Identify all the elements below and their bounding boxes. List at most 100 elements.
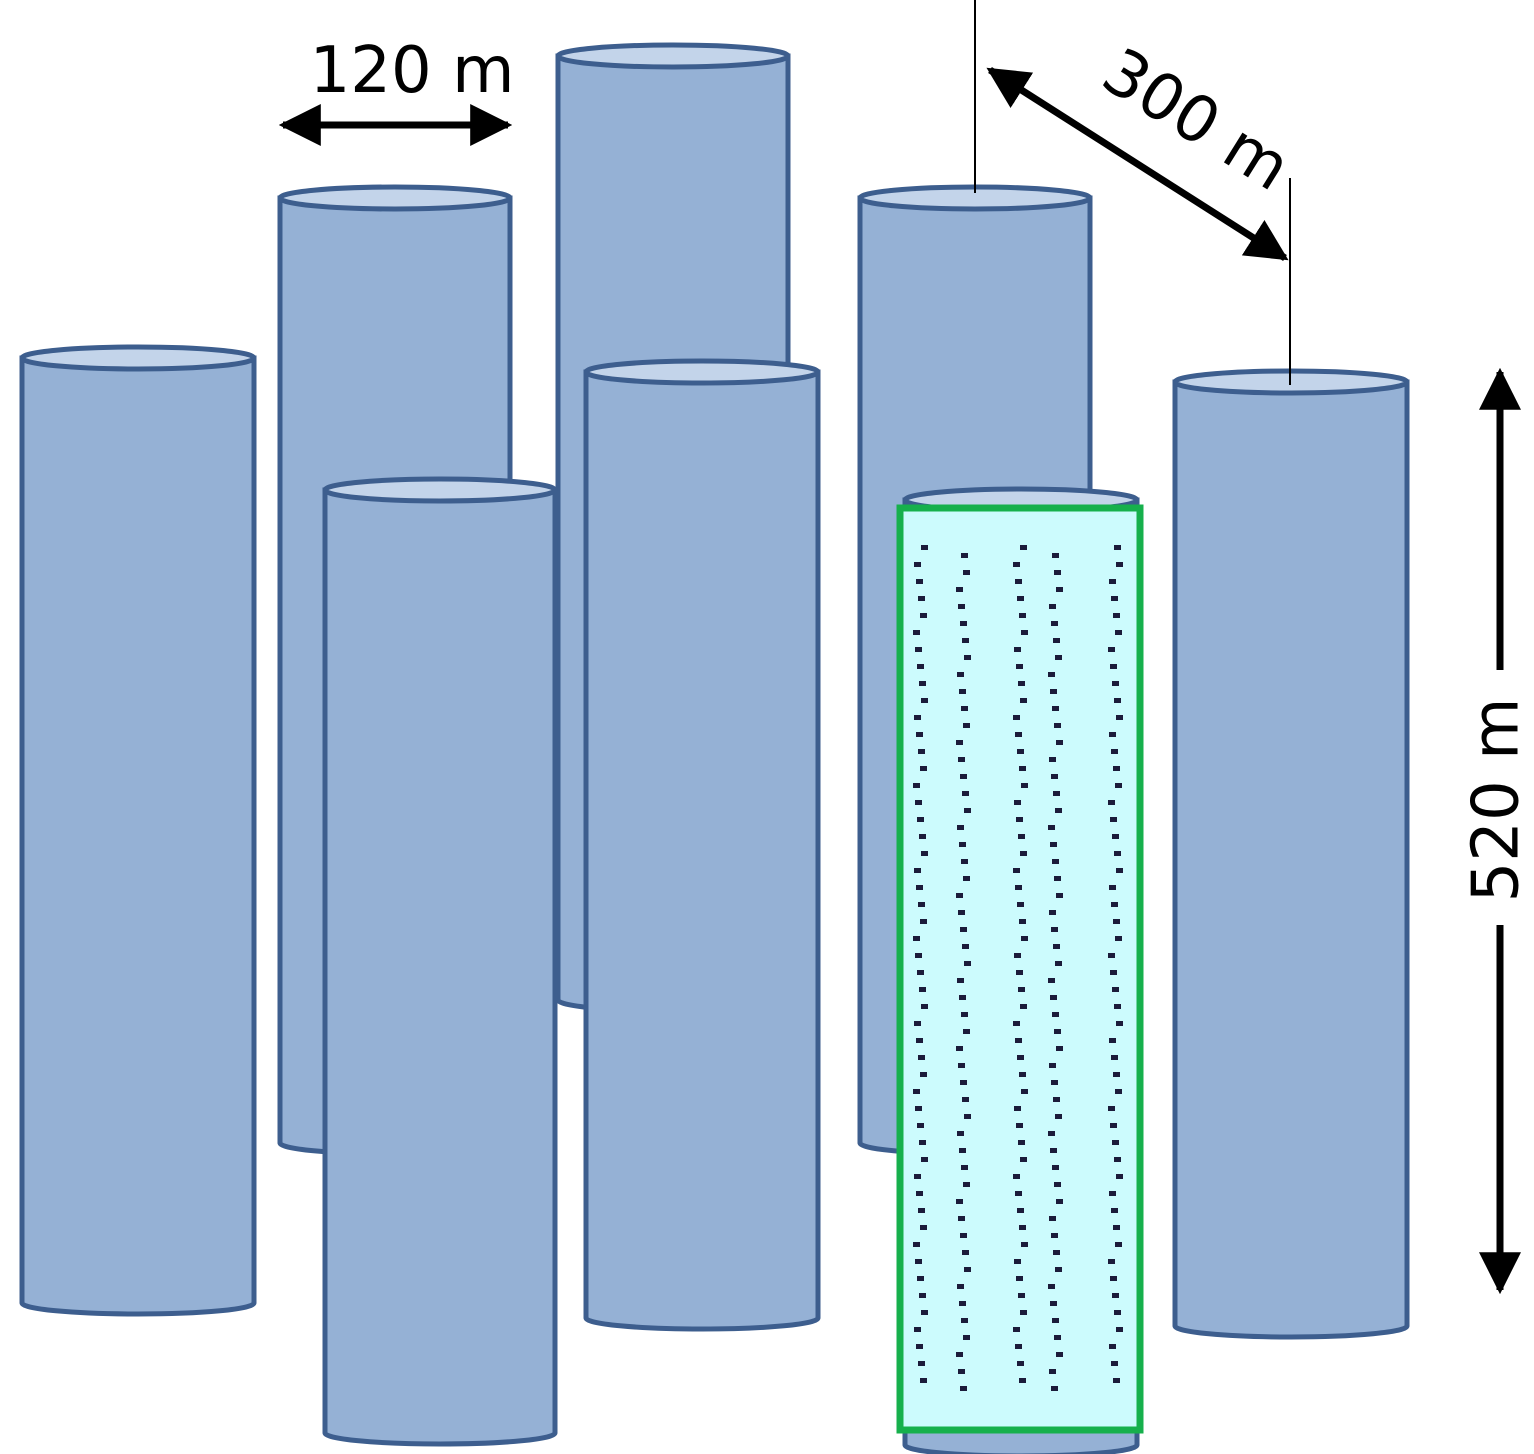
detector-dot xyxy=(920,613,927,618)
detector-dot xyxy=(963,723,970,728)
middle-center-cylinder xyxy=(583,358,821,1332)
detector-dot xyxy=(958,1216,965,1221)
detector-dot xyxy=(1049,1063,1056,1068)
detector-dot xyxy=(1052,553,1059,558)
detector-dot xyxy=(1018,1293,1025,1298)
detector-dot xyxy=(1013,562,1020,567)
detector-strands xyxy=(913,545,1123,1391)
detector-dot xyxy=(1055,1114,1062,1119)
detector-dot xyxy=(918,596,925,601)
cylinder-body xyxy=(1172,379,1410,1340)
detector-dot xyxy=(1115,783,1122,788)
detector-dot xyxy=(1113,766,1120,771)
detector-dot xyxy=(1013,868,1020,873)
detector-dot xyxy=(1109,1344,1116,1349)
detector-dot xyxy=(1013,1327,1020,1332)
width-label: 120 m xyxy=(310,34,515,108)
height-label: 520 m xyxy=(1460,698,1534,903)
detector-dot xyxy=(1013,1174,1020,1179)
detector-dot xyxy=(1016,1123,1023,1128)
detector-dot xyxy=(1115,630,1122,635)
detector-dot xyxy=(1050,1148,1057,1153)
detector-dot xyxy=(914,1327,921,1332)
detector-dot xyxy=(920,1378,927,1383)
detector-dot xyxy=(917,1123,924,1128)
detector-dot xyxy=(959,995,966,1000)
detector-dot xyxy=(1017,749,1024,754)
cylinder-group xyxy=(19,42,1410,1454)
detector-dot xyxy=(1048,672,1055,677)
detector-dot xyxy=(918,1055,925,1060)
detector-dot xyxy=(1017,1055,1024,1060)
detector-dot xyxy=(1113,1378,1120,1383)
detector-dot xyxy=(1054,1182,1061,1187)
detector-dot xyxy=(914,868,921,873)
detector-dot xyxy=(1111,902,1118,907)
detector-dot xyxy=(1114,545,1121,550)
detector-dot xyxy=(1051,1080,1058,1085)
detector-dot xyxy=(1055,1267,1062,1272)
detector-dot xyxy=(1018,1140,1025,1145)
detector-dot xyxy=(964,961,971,966)
detector-dot xyxy=(916,579,923,584)
detector-dot xyxy=(1113,919,1120,924)
detector-dot xyxy=(1019,1225,1026,1230)
detector-dot xyxy=(1020,545,1027,550)
detector-dot xyxy=(921,851,928,856)
detector-dot xyxy=(958,1369,965,1374)
detector-dot xyxy=(1056,587,1063,592)
detector-dot xyxy=(960,1386,967,1391)
detector-dot xyxy=(1020,698,1027,703)
detector-dot xyxy=(1020,1157,1027,1162)
detector-dot xyxy=(915,647,922,652)
detector-dot xyxy=(960,621,967,626)
detector-dot xyxy=(1051,1233,1058,1238)
detector-dot xyxy=(917,970,924,975)
detector-dot xyxy=(962,944,969,949)
detector-dot xyxy=(1016,1276,1023,1281)
detector-dot xyxy=(960,1080,967,1085)
detector-dot xyxy=(1109,1191,1116,1196)
detector-dot xyxy=(961,1165,968,1170)
detector-dot xyxy=(1013,715,1020,720)
detector-dot xyxy=(1054,876,1061,881)
detector-dot xyxy=(1021,630,1028,635)
detector-dot xyxy=(1054,1029,1061,1034)
detector-dot xyxy=(1109,732,1116,737)
detector-dot xyxy=(1114,851,1121,856)
detector-dot xyxy=(1054,723,1061,728)
detector-dot xyxy=(1116,1021,1123,1026)
detector-dot xyxy=(1114,1004,1121,1009)
detector-dot xyxy=(1015,1344,1022,1349)
detector-dot xyxy=(956,587,963,592)
detector-dot xyxy=(1052,1012,1059,1017)
detector-dot xyxy=(1108,1106,1115,1111)
detector-dot xyxy=(1112,834,1119,839)
detector-dot xyxy=(914,1021,921,1026)
detector-dot xyxy=(915,800,922,805)
detector-dot xyxy=(1053,791,1060,796)
detector-dot xyxy=(1021,783,1028,788)
detector-dot xyxy=(959,1301,966,1306)
detector-dot xyxy=(961,706,968,711)
detector-dot xyxy=(915,953,922,958)
detector-dot xyxy=(1108,953,1115,958)
detector-dot xyxy=(1016,817,1023,822)
right-cylinder xyxy=(1172,368,1410,1340)
detector-dot xyxy=(1052,1165,1059,1170)
cylinder-top xyxy=(555,42,791,70)
detector-dot xyxy=(919,681,926,686)
detector-dot xyxy=(956,1199,963,1204)
detector-dot xyxy=(1018,681,1025,686)
cylinder-top xyxy=(19,344,257,372)
detector-dot xyxy=(1018,834,1025,839)
detector-dot xyxy=(1048,1284,1055,1289)
detector-dot xyxy=(957,1284,964,1289)
detector-dot xyxy=(919,987,926,992)
detector-dot xyxy=(916,1344,923,1349)
detector-dot xyxy=(959,1148,966,1153)
detector-dot xyxy=(1053,638,1060,643)
detector-dot xyxy=(1055,961,1062,966)
detector-dot xyxy=(916,732,923,737)
detector-dot xyxy=(1015,732,1022,737)
